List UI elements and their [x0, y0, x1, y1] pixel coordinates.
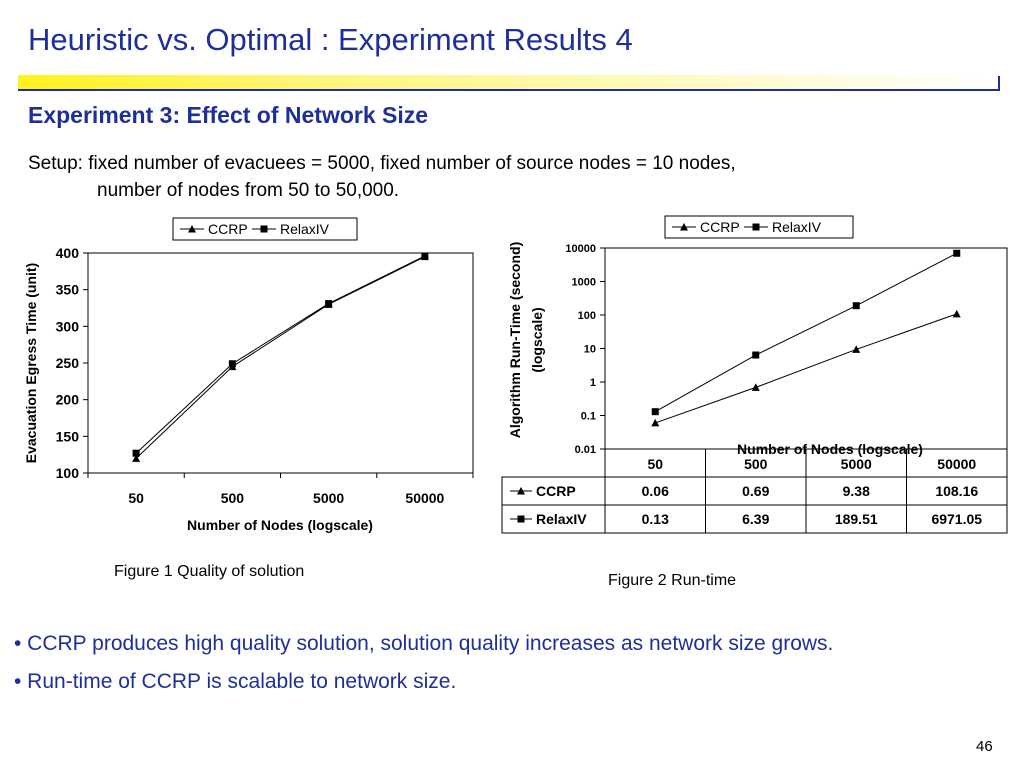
setup-text-line2: number of nodes from 50 to 50,000.: [97, 180, 400, 201]
y-tick-label: 150: [56, 428, 80, 444]
series-line-relaxiv: [135, 255, 426, 454]
data-point-ccrp: [852, 345, 861, 353]
page-number: 46: [976, 738, 993, 755]
title-underline-end: [998, 76, 1000, 91]
slide-subtitle: Experiment 3: Effect of Network Size: [28, 102, 429, 128]
y-axis-label: Evacuation Egress Time (unit): [23, 263, 39, 463]
table-cell: 6971.05: [931, 511, 982, 527]
table-cell: 0.13: [642, 511, 669, 527]
data-point-ccrp: [952, 309, 961, 318]
table-cell: 108.16: [935, 483, 978, 499]
y-tick-label: 200: [56, 392, 80, 408]
legend-label-relaxiv: RelaxIV: [280, 221, 330, 237]
y-tick-label: 10000: [565, 243, 596, 255]
table-cell: 189.51: [835, 511, 878, 527]
y-tick-label: 1000: [572, 277, 596, 289]
x-tick-label: 500: [221, 490, 245, 506]
legend-marker-ccrp: [680, 223, 688, 231]
table-cell: 6.39: [742, 511, 769, 527]
data-point-relaxiv: [852, 302, 860, 310]
slide-title: Heuristic vs. Optimal : Experiment Resul…: [28, 22, 633, 57]
bullet-2: • Run-time of CCRP is scalable to networ…: [14, 670, 457, 693]
data-point-relaxiv: [953, 249, 961, 257]
data-point-relaxiv: [228, 360, 236, 368]
y-tick-label: 1: [590, 377, 596, 389]
data-point-relaxiv: [325, 300, 333, 308]
y-tick-label: 0.1: [581, 411, 596, 423]
table-cell: 0.06: [642, 483, 669, 499]
data-point-ccrp: [132, 454, 141, 462]
bullet-1: • CCRP produces high quality solution, s…: [14, 632, 834, 655]
title-underline-bar: [18, 75, 1000, 91]
y-tick-label: 0.01: [575, 444, 596, 456]
table-cell: 0.69: [742, 483, 769, 499]
table-legend-marker-ccrp: [517, 487, 525, 495]
table-header-cell: 5000: [841, 456, 872, 472]
title-underline-rule: [18, 89, 1000, 91]
y-tick-label: 350: [56, 282, 80, 298]
table-row-label-relaxiv: RelaxIV: [536, 511, 587, 527]
x-tick-label: 50: [128, 490, 144, 506]
table-row-label-ccrp: CCRP: [536, 483, 576, 499]
runtime-chart: CCRP RelaxIV 0.01 0.1 1 10 100 1000 10000 50 500…: [501, 215, 1008, 534]
quality-chart: CCRP RelaxIV 100 150 200 250 300 350 400 50 500 5…: [23, 217, 474, 533]
plot-area: [604, 247, 1008, 450]
x-axis-label: Number of Nodes (logscale): [737, 441, 923, 457]
legend-marker-ccrp: [188, 225, 196, 233]
y-tick-label: 100: [56, 465, 80, 481]
setup-text-line1: Setup: fixed number of evacuees = 5000, …: [28, 153, 736, 174]
table-header-cell: 500: [744, 456, 768, 472]
figure2-caption: Figure 2 Run-time: [608, 572, 737, 589]
x-tick-label: 5000: [313, 490, 344, 506]
data-point-relaxiv: [421, 252, 429, 260]
legend-marker-relaxiv: [752, 223, 760, 231]
table-header-cell: 50: [647, 456, 663, 472]
x-axis-label: Number of Nodes (logscale): [187, 517, 373, 533]
y-tick-label: 400: [56, 245, 80, 261]
y-tick-label: 250: [56, 355, 80, 371]
series-line-ccrp: [655, 313, 957, 424]
table-cell: 9.38: [843, 483, 870, 499]
legend-label-relaxiv: RelaxIV: [772, 219, 822, 235]
data-point-relaxiv: [651, 408, 659, 416]
data-point-ccrp: [651, 418, 660, 427]
data-point-ccrp: [751, 383, 760, 391]
plot-area: [87, 252, 474, 474]
data-point-relaxiv: [752, 351, 760, 359]
legend-marker-relaxiv: [260, 225, 268, 233]
y-axis-label-line1: Algorithm Run-Time (second): [507, 242, 523, 439]
table-header-cell: 50000: [937, 456, 976, 472]
series-line-relaxiv: [655, 252, 957, 413]
data-point-relaxiv: [132, 449, 140, 457]
legend-label-ccrp: CCRP: [700, 219, 740, 235]
y-tick-label: 300: [56, 318, 80, 334]
y-tick-label: 100: [578, 310, 596, 322]
x-tick-label: 50000: [405, 490, 444, 506]
table-legend-marker-relaxiv: [517, 515, 525, 523]
figure1-caption: Figure 1 Quality of solution: [114, 563, 305, 580]
legend-label-ccrp: CCRP: [208, 221, 248, 237]
series-line-ccrp: [135, 256, 426, 459]
y-tick-label: 10: [584, 344, 596, 356]
y-axis-label-line2: (logscale): [529, 307, 545, 372]
